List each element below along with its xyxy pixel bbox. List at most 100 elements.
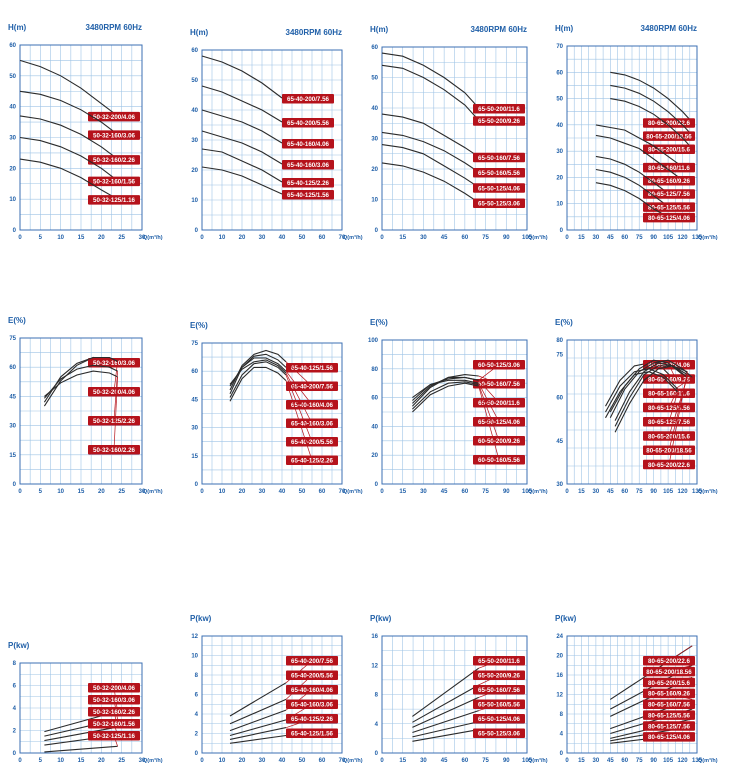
- series-name: 50-32-160/3.06: [93, 697, 136, 704]
- label-box: [643, 699, 695, 709]
- series-line: [229, 727, 287, 740]
- series-name: 80-65-125/7.56: [648, 419, 691, 426]
- series-line: [412, 382, 479, 413]
- series-name: 50-32-160/2.26: [93, 447, 136, 454]
- x-tick-label: 60: [462, 489, 469, 495]
- x-tick-label: 10: [219, 235, 226, 241]
- y-tick-label: 0: [375, 751, 379, 757]
- label-box: [473, 685, 525, 695]
- x-tick-label: 75: [636, 489, 643, 495]
- series-name: 80-65-200/22.6: [648, 462, 691, 469]
- y-tick-label: 30: [556, 149, 563, 155]
- label-box: [643, 710, 695, 720]
- y-tick-label: 10: [191, 198, 198, 204]
- label-box: [643, 688, 695, 699]
- series-label: 65-50-160/7.56: [473, 152, 525, 163]
- x-tick-label: 90: [503, 758, 510, 764]
- series-name: 80-65-200/18.56: [646, 133, 692, 140]
- y-tick-label: 20: [556, 654, 563, 660]
- series-line: [609, 359, 693, 419]
- y-tick-label: 4: [375, 722, 379, 728]
- series-name: 50-32-125/1.16: [93, 197, 136, 204]
- label-box: [286, 699, 338, 709]
- series-name: 65-40-125/2.26: [287, 180, 330, 187]
- x-tick-label: 90: [503, 489, 510, 495]
- series-name: 50-32-160/2.26: [93, 157, 136, 164]
- series-name: 65-50-125/4.06: [478, 185, 521, 192]
- series-name: 65-50-160/5.56: [478, 702, 521, 709]
- series-name: 80-65-125/4.06: [648, 215, 691, 222]
- series-label: 80-65-200/15.6: [643, 677, 695, 688]
- series-label: 65-40-200/5.56: [285, 374, 338, 447]
- y-tick-label: 0: [560, 228, 564, 234]
- chart-h2: 0 10 20 30 40 50 60 70 0 10 20 30 40 50 60 Q(m³/h) H(m) 3…: [190, 28, 363, 241]
- x-axis-label: Q(m³/h): [343, 488, 363, 495]
- x-tick-label: 45: [441, 758, 448, 764]
- label-box: [286, 670, 338, 680]
- y-tick-label: 30: [191, 426, 198, 432]
- y-tick-label: 0: [560, 751, 564, 757]
- series-name: 50-32-160/1.56: [93, 721, 136, 728]
- y-tick-label: 60: [9, 365, 16, 371]
- x-tick-label: 0: [565, 758, 569, 764]
- series-line: [201, 130, 283, 165]
- series-line: [43, 356, 118, 403]
- label-box: [643, 431, 695, 441]
- series-label: 80-65-200/22.6: [643, 371, 695, 470]
- series-line: [229, 709, 287, 732]
- series-label: 80-65-160/9.26: [643, 176, 695, 186]
- series-name: 65-50-125/4.06: [478, 716, 521, 723]
- y-tick-label: 6: [195, 693, 199, 699]
- x-tick-label: 105: [522, 235, 533, 241]
- y-axis-label: H(m): [8, 23, 27, 32]
- series-name: 65-50-160/5.56: [478, 170, 521, 177]
- chart-p4: 0 15 30 45 60 75 90 105 120 135 0 4 8 12 16 20 24 Q(m³/h)…: [555, 614, 718, 764]
- series-label: 80-65-125/7.56: [643, 189, 695, 199]
- y-tick-label: 75: [9, 336, 16, 342]
- y-tick-label: 100: [368, 338, 379, 344]
- x-tick-label: 45: [441, 489, 448, 495]
- series-line: [43, 364, 118, 399]
- series-line: [201, 166, 283, 195]
- series-name: 65-40-160/4.06: [291, 687, 334, 694]
- series-label: 80-65-160/9.26: [643, 374, 695, 384]
- x-tick-label: 40: [279, 758, 286, 764]
- y-tick-label: 6: [13, 684, 17, 690]
- y-axis-label: H(m): [190, 28, 209, 37]
- y-tick-label: 70: [556, 44, 563, 50]
- label-box: [473, 417, 525, 427]
- series-line: [595, 134, 683, 181]
- x-tick-label: 5: [39, 758, 43, 764]
- y-tick-label: 40: [556, 123, 563, 129]
- y-tick-label: 0: [195, 751, 199, 757]
- x-tick-label: 45: [607, 235, 614, 241]
- label-box: [473, 728, 525, 738]
- series-label: 65-50-160/5.56: [473, 699, 525, 711]
- label-box: [473, 656, 525, 666]
- chart-p2: 0 10 20 30 40 50 60 70 0 2 4 6 8 10 12 Q(m³/h) P(kw) 65-4…: [190, 614, 363, 764]
- series-name: 80-65-160/9.26: [648, 178, 691, 185]
- x-tick-label: 60: [462, 758, 469, 764]
- y-tick-label: 20: [191, 168, 198, 174]
- label-box: [88, 130, 140, 140]
- series-label: 80-65-125/7.56: [643, 721, 695, 731]
- x-tick-label: 0: [380, 235, 384, 241]
- label-box: [282, 139, 334, 149]
- series-label: 65-50-200/9.26: [473, 116, 525, 126]
- x-tick-label: 30: [593, 758, 600, 764]
- series-label: 60-50-160/5.56: [473, 385, 525, 465]
- series-name: 65-40-200/7.56: [287, 96, 330, 103]
- x-tick-label: 15: [399, 489, 406, 495]
- label-box: [286, 685, 338, 695]
- series-line: [201, 148, 283, 183]
- y-tick-label: 16: [556, 673, 563, 679]
- x-axis-label: Q(m³/h): [698, 234, 718, 241]
- x-tick-label: 0: [200, 489, 204, 495]
- series-name: 60-50-125/3.06: [478, 362, 521, 369]
- series-line: [44, 745, 118, 753]
- series-name: 50-32-160/3.06: [93, 132, 136, 139]
- series-line: [201, 55, 283, 99]
- chart-h4: 0 15 30 45 60 75 90 105 120 135 0 10 20 30 40 50 60 70 Q(m…: [555, 24, 718, 241]
- x-tick-label: 75: [636, 235, 643, 241]
- series-label: 80-65-160/11.6: [643, 162, 695, 173]
